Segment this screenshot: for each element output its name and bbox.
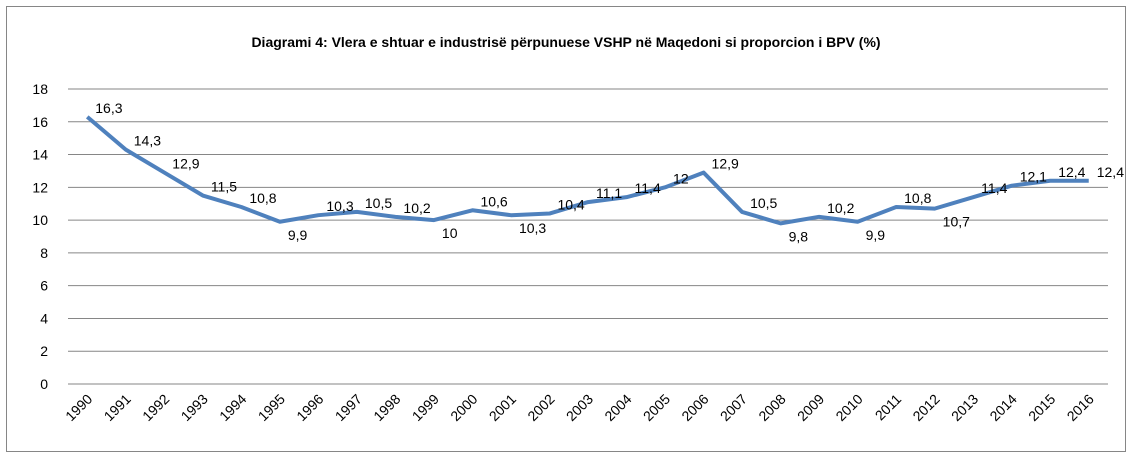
- data-label: 12,4: [1097, 164, 1124, 180]
- data-label: 10,3: [519, 220, 546, 236]
- data-label: 10: [442, 225, 458, 241]
- data-label: 9,9: [288, 227, 308, 243]
- chart-title: Diagrami 4: Vlera e shtuar e industrisë …: [251, 34, 880, 50]
- data-label: 11,1: [596, 185, 622, 201]
- data-label: 10,2: [403, 200, 430, 216]
- data-label: 11,5: [211, 179, 237, 195]
- y-tick-label: 0: [40, 376, 48, 392]
- data-label: 10,5: [750, 195, 777, 211]
- y-tick-label: 6: [40, 278, 48, 294]
- data-label: 10,7: [943, 214, 970, 230]
- data-label: 14,3: [134, 133, 161, 149]
- data-label: 9,8: [789, 228, 809, 244]
- data-label: 11,4: [635, 180, 661, 196]
- data-label: 10,5: [365, 195, 392, 211]
- data-label: 12: [673, 170, 689, 186]
- y-tick-label: 12: [32, 179, 48, 195]
- data-label: 12,4: [1058, 164, 1085, 180]
- y-tick-label: 16: [32, 114, 48, 130]
- y-tick-label: 10: [32, 212, 48, 228]
- data-label: 10,6: [480, 193, 507, 209]
- chart-frame: [6, 6, 1126, 452]
- y-tick-label: 18: [32, 81, 48, 97]
- data-line: [85, 115, 1089, 226]
- y-tick-label: 14: [32, 147, 48, 163]
- data-label: 10,8: [249, 190, 276, 206]
- data-label: 10,8: [904, 190, 931, 206]
- y-tick-label: 4: [40, 310, 48, 326]
- data-label: 12,1: [1020, 169, 1047, 185]
- data-label: 10,3: [326, 198, 353, 214]
- y-tick-label: 8: [40, 245, 48, 261]
- data-label: 10,2: [827, 200, 854, 216]
- data-label: 11,4: [981, 180, 1007, 196]
- y-tick-label: 2: [40, 343, 48, 359]
- data-label: 16,3: [95, 100, 122, 116]
- data-label: 10,4: [557, 197, 584, 213]
- data-label: 12,9: [712, 156, 739, 172]
- data-label: 12,9: [172, 156, 199, 172]
- data-label: 9,9: [866, 227, 886, 243]
